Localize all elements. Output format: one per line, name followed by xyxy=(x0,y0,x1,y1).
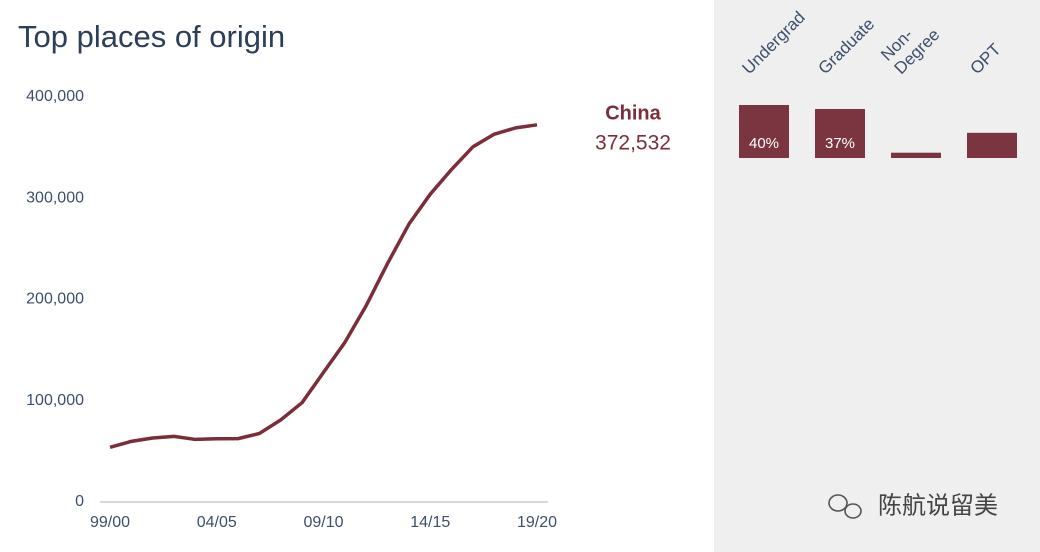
y-tick-label: 100,000 xyxy=(26,392,84,409)
x-tick-label: 19/20 xyxy=(517,514,557,531)
chart-title: Top places of origin xyxy=(18,19,285,54)
watermark-icon xyxy=(828,494,862,519)
end-label: 372,532 xyxy=(595,132,671,155)
y-tick-label: 200,000 xyxy=(26,291,84,308)
y-tick-label: 0 xyxy=(75,493,84,510)
x-tick-label: 14/15 xyxy=(410,514,450,531)
y-tick-label: 300,000 xyxy=(26,189,84,206)
bar xyxy=(815,108,865,158)
bar xyxy=(891,152,941,158)
bar xyxy=(967,132,1017,158)
bar xyxy=(739,105,789,158)
series-name: China xyxy=(605,102,661,124)
line xyxy=(109,123,538,450)
value-label: 37% xyxy=(825,135,855,152)
x-tick-label: 99/00 xyxy=(90,514,130,531)
x-tick-label: 04/05 xyxy=(197,514,237,531)
watermark: 陈航说留美 xyxy=(878,492,998,519)
x-tick-label: 09/10 xyxy=(303,514,343,531)
value-label: 40% xyxy=(749,135,779,152)
side-panel xyxy=(714,0,1040,552)
y-tick-label: 400,000 xyxy=(26,88,84,105)
